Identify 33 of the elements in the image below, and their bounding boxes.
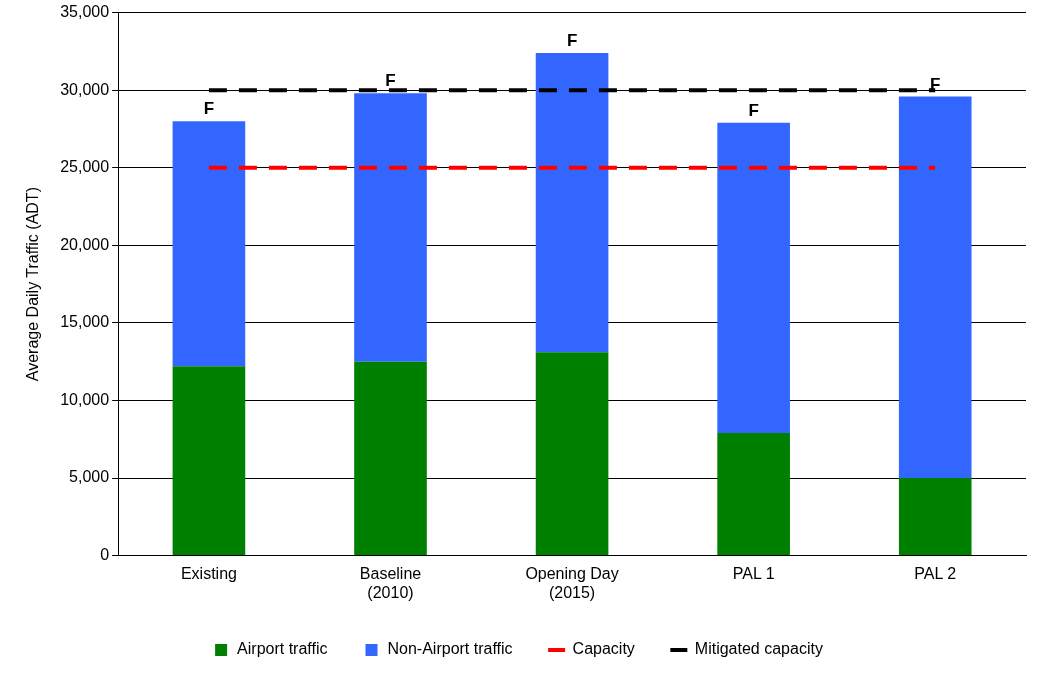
annotation: F: [748, 100, 759, 120]
bar: [898, 478, 972, 556]
x-tick-label: Opening Day (2015): [525, 564, 619, 601]
y-tick-label: 15,000: [60, 313, 110, 331]
annotation: F: [385, 71, 396, 91]
y-tick-label: 20,000: [60, 235, 110, 253]
x-tick-label: Baseline (2010): [359, 564, 422, 601]
bar: [717, 433, 790, 556]
annotation: F: [566, 31, 578, 51]
y-tick-label: 30,000: [60, 80, 110, 98]
x-tick-label: PAL 2: [914, 564, 957, 582]
y-tick-label: 35,000: [60, 3, 110, 21]
y-tick-label: 25,000: [60, 158, 110, 176]
y-tick-label: 0: [100, 546, 110, 564]
legend-label: Non-Airport traffic: [387, 640, 513, 658]
y-tick-label: 10,000: [60, 390, 110, 408]
legend-label: Airport traffic: [237, 640, 328, 658]
x-tick-label: PAL 1: [732, 564, 775, 582]
bar: [535, 52, 609, 353]
x-tick-label: Existing: [180, 564, 237, 582]
annotation: F: [203, 99, 215, 119]
bar: [172, 366, 246, 556]
bar: [354, 361, 427, 556]
annotation: F: [930, 74, 941, 94]
legend-label: Capacity: [572, 640, 635, 658]
y-axis-title: Average Daily Traffic (ADT): [24, 187, 42, 382]
bar: [898, 96, 972, 479]
y-tick-label: 5,000: [69, 468, 110, 486]
bar: [535, 352, 609, 556]
legend-label: Mitigated capacity: [694, 640, 823, 658]
bar: [172, 121, 246, 367]
bar: [717, 122, 790, 434]
bar: [354, 93, 427, 362]
